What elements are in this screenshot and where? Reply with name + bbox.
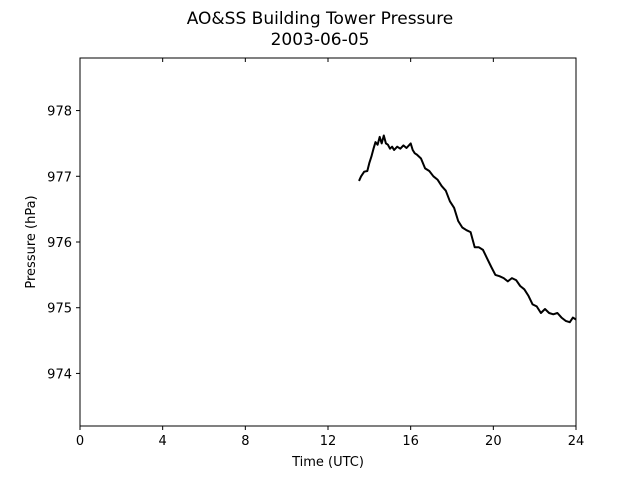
x-tick-label: 24 bbox=[568, 434, 585, 449]
y-tick-label: 975 bbox=[47, 302, 72, 317]
pressure-series-line bbox=[358, 134, 577, 324]
y-axis: 974 975 976 977 978 bbox=[47, 105, 80, 382]
x-tick-label: 16 bbox=[402, 434, 419, 449]
x-tick-label: 8 bbox=[241, 434, 249, 449]
x-axis: 0 4 8 12 16 20 24 bbox=[76, 58, 584, 449]
y-tick-label: 977 bbox=[47, 170, 72, 185]
y-axis-label: Pressure (hPa) bbox=[24, 195, 39, 288]
x-tick-label: 20 bbox=[485, 434, 502, 449]
x-tick-label: 0 bbox=[76, 434, 84, 449]
y-tick-label: 978 bbox=[47, 105, 72, 120]
y-tick-label: 976 bbox=[47, 236, 72, 251]
x-tick-label: 12 bbox=[320, 434, 337, 449]
x-axis-label: Time (UTC) bbox=[291, 455, 364, 470]
chart-title: AO&SS Building Tower Pressure bbox=[187, 9, 454, 29]
chart-subtitle: 2003-06-05 bbox=[271, 30, 370, 50]
y-tick-label: 974 bbox=[47, 367, 72, 382]
x-tick-label: 4 bbox=[159, 434, 167, 449]
plot-frame bbox=[79, 57, 577, 427]
